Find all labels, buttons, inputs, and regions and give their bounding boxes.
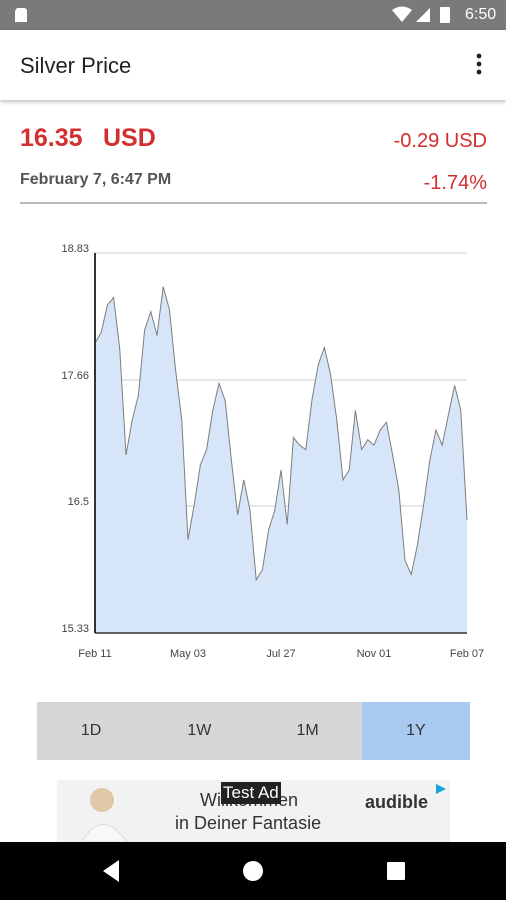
x-tick-label: May 03 [170,648,206,660]
chart: 15.33 16.5 17.66 18.83 Feb 11 May 03 Jul 27 Nov… [61,243,484,660]
recents-button[interactable] [387,862,405,880]
app-title: Silver Price [20,53,132,78]
y-tick-label: 15.33 [61,623,89,635]
back-button[interactable] [103,860,119,882]
status-icons [392,6,450,23]
line [94,286,468,582]
x-tick-label: Feb 07 [450,648,484,660]
x-tick-label: Feb 11 [78,648,111,660]
nav-buttons [103,860,405,882]
ad-choices[interactable] [434,782,448,796]
change: -0.29 USD [393,130,487,152]
ad-brand: audible [365,792,429,812]
status-bar: 6:50 [0,0,506,30]
range-tabs: 1D 1W 1M 1Y [37,702,470,760]
notification-icon [15,8,27,22]
ad-image [81,788,128,842]
x-tick-label: Jul 27 [266,648,295,660]
overflow-menu[interactable] [474,52,484,78]
ad-banner[interactable]: Willkommen in Deiner Fantasie audible Te… [57,780,450,842]
range-tab[interactable]: 1M [253,702,362,760]
y-tick-label: 17.66 [61,370,89,382]
y-tick-label: 18.83 [61,243,89,255]
currency: USD [103,124,156,152]
nav-bar [0,842,506,900]
home-button[interactable] [243,861,263,881]
range-tab[interactable]: 1D [37,702,146,760]
x-tick-label: Nov 01 [357,648,392,660]
range-tab[interactable]: 1W [145,702,254,760]
clock: 6:50 [465,6,497,23]
divider [20,202,487,204]
range-tab[interactable]: 1Y [361,702,470,760]
ad-headline: in Deiner Fantasie [175,813,322,833]
app-bar: Silver Price [0,30,506,100]
y-tick-label: 16.5 [68,496,89,508]
ad-badge: Test Ad [221,782,281,804]
quote-date: February 7, 6:47 PM [20,171,172,188]
price: 16.35 [20,124,83,152]
area [95,286,467,633]
change-percent: -1.74% [423,172,487,194]
